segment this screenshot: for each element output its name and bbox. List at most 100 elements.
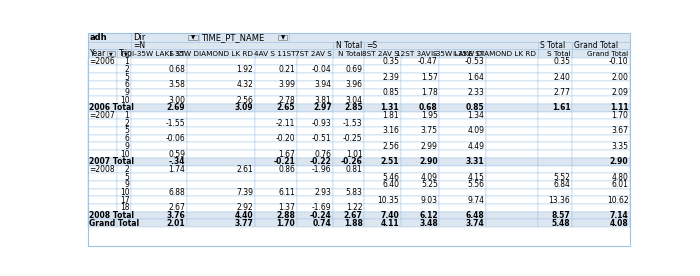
- Bar: [255, 127, 297, 135]
- Bar: [486, 58, 538, 65]
- Bar: [572, 135, 630, 142]
- Text: 0.35: 0.35: [382, 57, 399, 66]
- Bar: [400, 127, 440, 135]
- Bar: [187, 189, 255, 196]
- Text: 9.03: 9.03: [421, 196, 438, 205]
- Bar: [486, 135, 538, 142]
- Text: -2.11: -2.11: [276, 119, 295, 128]
- Bar: [440, 96, 486, 104]
- Text: 1.57: 1.57: [421, 73, 438, 81]
- Text: Grand Total: Grand Total: [587, 51, 629, 57]
- Bar: [572, 166, 630, 173]
- Bar: [440, 181, 486, 189]
- Bar: [131, 150, 187, 158]
- Text: 0.35: 0.35: [553, 57, 570, 66]
- Text: -.34: -.34: [169, 157, 185, 166]
- Text: S Total: S Total: [547, 51, 570, 57]
- Bar: [440, 219, 486, 227]
- Bar: [88, 49, 117, 58]
- Bar: [131, 89, 187, 96]
- Bar: [131, 189, 187, 196]
- Bar: [88, 104, 117, 112]
- Bar: [333, 81, 364, 89]
- Text: 6: 6: [125, 80, 130, 89]
- Bar: [297, 112, 333, 119]
- Bar: [117, 204, 131, 212]
- Bar: [333, 150, 364, 158]
- Bar: [572, 204, 630, 212]
- Bar: [440, 81, 486, 89]
- Text: 6.84: 6.84: [554, 180, 570, 189]
- Bar: [297, 58, 333, 65]
- Bar: [187, 181, 255, 189]
- Bar: [486, 181, 538, 189]
- Bar: [255, 166, 297, 173]
- Bar: [297, 119, 333, 127]
- Bar: [117, 158, 131, 166]
- Bar: [333, 219, 364, 227]
- Text: -0.20: -0.20: [276, 134, 295, 143]
- Bar: [440, 166, 486, 173]
- Bar: [538, 73, 572, 81]
- Text: adh: adh: [90, 33, 108, 42]
- Bar: [486, 219, 538, 227]
- Text: -0.51: -0.51: [312, 134, 332, 143]
- Bar: [572, 89, 630, 96]
- Text: 4.49: 4.49: [468, 142, 484, 151]
- Bar: [400, 135, 440, 142]
- Bar: [131, 181, 187, 189]
- Bar: [255, 73, 297, 81]
- Bar: [400, 65, 440, 73]
- Bar: [187, 49, 255, 58]
- Text: 4.11: 4.11: [380, 219, 399, 228]
- Text: 4.40: 4.40: [234, 211, 253, 220]
- Text: 6.88: 6.88: [169, 188, 185, 197]
- Bar: [187, 127, 255, 135]
- Text: 5.56: 5.56: [468, 180, 484, 189]
- Bar: [255, 219, 297, 227]
- Bar: [297, 189, 333, 196]
- Bar: [572, 219, 630, 227]
- Bar: [333, 158, 364, 166]
- Bar: [255, 104, 297, 112]
- Bar: [88, 196, 117, 204]
- Text: 2.90: 2.90: [610, 157, 629, 166]
- Text: -0.25: -0.25: [343, 134, 363, 143]
- Text: -0.93: -0.93: [312, 119, 332, 128]
- Text: 2.61: 2.61: [237, 165, 253, 174]
- Bar: [333, 73, 364, 81]
- Text: 2: 2: [125, 65, 130, 74]
- Bar: [400, 119, 440, 127]
- Bar: [131, 73, 187, 81]
- Bar: [364, 219, 400, 227]
- Bar: [187, 219, 255, 227]
- Text: 2.51: 2.51: [381, 157, 399, 166]
- Bar: [117, 212, 131, 219]
- Text: 5.52: 5.52: [554, 172, 570, 182]
- Text: 0.68: 0.68: [168, 65, 185, 74]
- Text: ▼: ▼: [191, 35, 195, 40]
- Bar: [187, 96, 255, 104]
- Bar: [88, 96, 117, 104]
- Bar: [297, 212, 333, 219]
- Text: N Total: N Total: [338, 51, 363, 57]
- Bar: [572, 150, 630, 158]
- Text: I-35W DIAMOND LK RD: I-35W DIAMOND LK RD: [170, 51, 253, 57]
- Text: 2.56: 2.56: [382, 142, 399, 151]
- Bar: [255, 181, 297, 189]
- Text: 2.01: 2.01: [167, 219, 185, 228]
- Text: 7ST 2AV S: 7ST 2AV S: [295, 51, 332, 57]
- Text: 1.67: 1.67: [279, 150, 295, 158]
- Text: -1.96: -1.96: [312, 165, 332, 174]
- Bar: [117, 173, 131, 181]
- Bar: [333, 112, 364, 119]
- Bar: [486, 173, 538, 181]
- Bar: [88, 127, 117, 135]
- Bar: [364, 173, 400, 181]
- Bar: [364, 150, 400, 158]
- Text: Grand Total: Grand Total: [574, 41, 618, 50]
- Text: 3.75: 3.75: [421, 126, 438, 136]
- Text: ▼: ▼: [125, 51, 128, 56]
- Bar: [333, 119, 364, 127]
- Text: 1.74: 1.74: [168, 165, 185, 174]
